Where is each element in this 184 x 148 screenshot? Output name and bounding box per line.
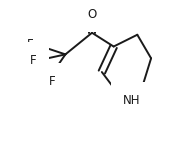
Text: F: F xyxy=(27,38,34,51)
Text: NH: NH xyxy=(123,94,140,107)
Text: F: F xyxy=(49,75,56,88)
Text: O: O xyxy=(87,8,97,21)
Text: F: F xyxy=(30,54,37,67)
